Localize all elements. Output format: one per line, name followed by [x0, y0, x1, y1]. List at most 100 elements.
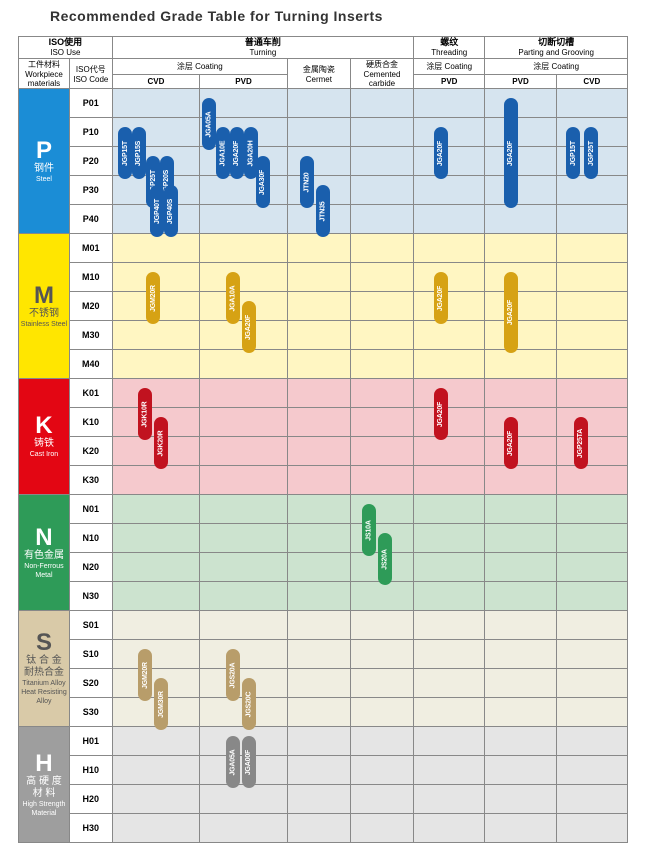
iso-code-cell: N10 — [69, 524, 112, 553]
table-row: P10 — [19, 118, 628, 147]
grade-cell — [287, 263, 350, 292]
iso-code-cell: N20 — [69, 553, 112, 582]
grade-cell — [485, 147, 556, 176]
grade-cell — [112, 437, 200, 466]
grade-cell — [556, 437, 627, 466]
grade-cell — [112, 147, 200, 176]
grade-cell — [414, 176, 485, 205]
grade-cell — [414, 263, 485, 292]
grade-cell — [350, 89, 413, 118]
grade-cell — [287, 350, 350, 379]
grade-cell — [350, 234, 413, 263]
grade-cell — [414, 756, 485, 785]
grade-cell — [485, 495, 556, 524]
grade-cell — [112, 553, 200, 582]
grade-cell — [485, 553, 556, 582]
grade-cell — [556, 698, 627, 727]
table-row: M40 — [19, 350, 628, 379]
grade-cell — [485, 234, 556, 263]
grade-cell — [287, 611, 350, 640]
table-row: S钛 合 金耐热合金Titanium AlloyHeat Resisting A… — [19, 611, 628, 640]
iso-code-cell: K10 — [69, 408, 112, 437]
table-row: P20 — [19, 147, 628, 176]
grade-cell — [287, 553, 350, 582]
iso-code-cell: P30 — [69, 176, 112, 205]
grade-cell — [200, 350, 288, 379]
grade-cell — [287, 582, 350, 611]
grade-cell — [200, 176, 288, 205]
grade-cell — [112, 292, 200, 321]
grade-cell — [200, 437, 288, 466]
grade-cell — [485, 321, 556, 350]
grade-cell — [350, 756, 413, 785]
grade-cell — [200, 408, 288, 437]
grade-cell — [287, 698, 350, 727]
hdr-threading: 螺纹Threading — [414, 37, 485, 59]
grade-cell — [200, 611, 288, 640]
grade-cell — [556, 669, 627, 698]
hdr-cemented: 硬质合金Cemented carbide — [350, 59, 413, 89]
grade-cell — [414, 611, 485, 640]
grade-cell — [556, 785, 627, 814]
grade-cell — [112, 785, 200, 814]
hdr-workpiece: 工件材料Workpiece materials — [19, 59, 70, 89]
grade-cell — [200, 524, 288, 553]
grade-cell — [350, 408, 413, 437]
grade-cell — [112, 582, 200, 611]
grade-cell — [485, 205, 556, 234]
grade-cell — [414, 147, 485, 176]
grade-cell — [350, 611, 413, 640]
grade-cell — [287, 495, 350, 524]
iso-code-cell: K01 — [69, 379, 112, 408]
grade-cell — [485, 292, 556, 321]
grade-cell — [414, 495, 485, 524]
table-row: S30 — [19, 698, 628, 727]
iso-code-cell: S30 — [69, 698, 112, 727]
iso-code-cell: M20 — [69, 292, 112, 321]
grade-cell — [485, 582, 556, 611]
grade-cell — [112, 176, 200, 205]
hdr-coating-3: 涂层 Coating — [485, 59, 628, 75]
grade-cell — [556, 756, 627, 785]
grade-cell — [287, 321, 350, 350]
hdr-pvd-2: PVD — [414, 75, 485, 89]
grade-cell — [350, 437, 413, 466]
grade-cell — [556, 379, 627, 408]
grade-cell — [350, 147, 413, 176]
iso-code-cell: N30 — [69, 582, 112, 611]
grade-cell — [485, 263, 556, 292]
grade-cell — [112, 234, 200, 263]
grade-cell — [200, 756, 288, 785]
iso-code-cell: S01 — [69, 611, 112, 640]
iso-code-cell: P20 — [69, 147, 112, 176]
iso-code-cell: K30 — [69, 466, 112, 495]
grade-cell — [200, 495, 288, 524]
grade-cell — [350, 814, 413, 843]
table-row: P30 — [19, 176, 628, 205]
grade-cell — [556, 350, 627, 379]
grade-cell — [112, 756, 200, 785]
grade-cell — [287, 814, 350, 843]
grade-cell — [556, 118, 627, 147]
hdr-cermet: 金属陶瓷Cermet — [287, 59, 350, 89]
grade-cell — [414, 466, 485, 495]
grade-cell — [556, 466, 627, 495]
table-row: M30 — [19, 321, 628, 350]
table-row: S20 — [19, 669, 628, 698]
table-row: N20 — [19, 553, 628, 582]
grade-cell — [112, 814, 200, 843]
grade-cell — [350, 698, 413, 727]
grade-cell — [287, 118, 350, 147]
iso-code-cell: P01 — [69, 89, 112, 118]
grade-cell — [414, 640, 485, 669]
grade-cell — [112, 611, 200, 640]
grade-cell — [287, 379, 350, 408]
grade-cell — [287, 524, 350, 553]
grade-cell — [414, 205, 485, 234]
grade-cell — [287, 176, 350, 205]
grade-cell — [112, 89, 200, 118]
iso-code-cell: H10 — [69, 756, 112, 785]
hdr-turning: 普通车削Turning — [112, 37, 413, 59]
grade-cell — [414, 118, 485, 147]
grade-cell — [350, 321, 413, 350]
